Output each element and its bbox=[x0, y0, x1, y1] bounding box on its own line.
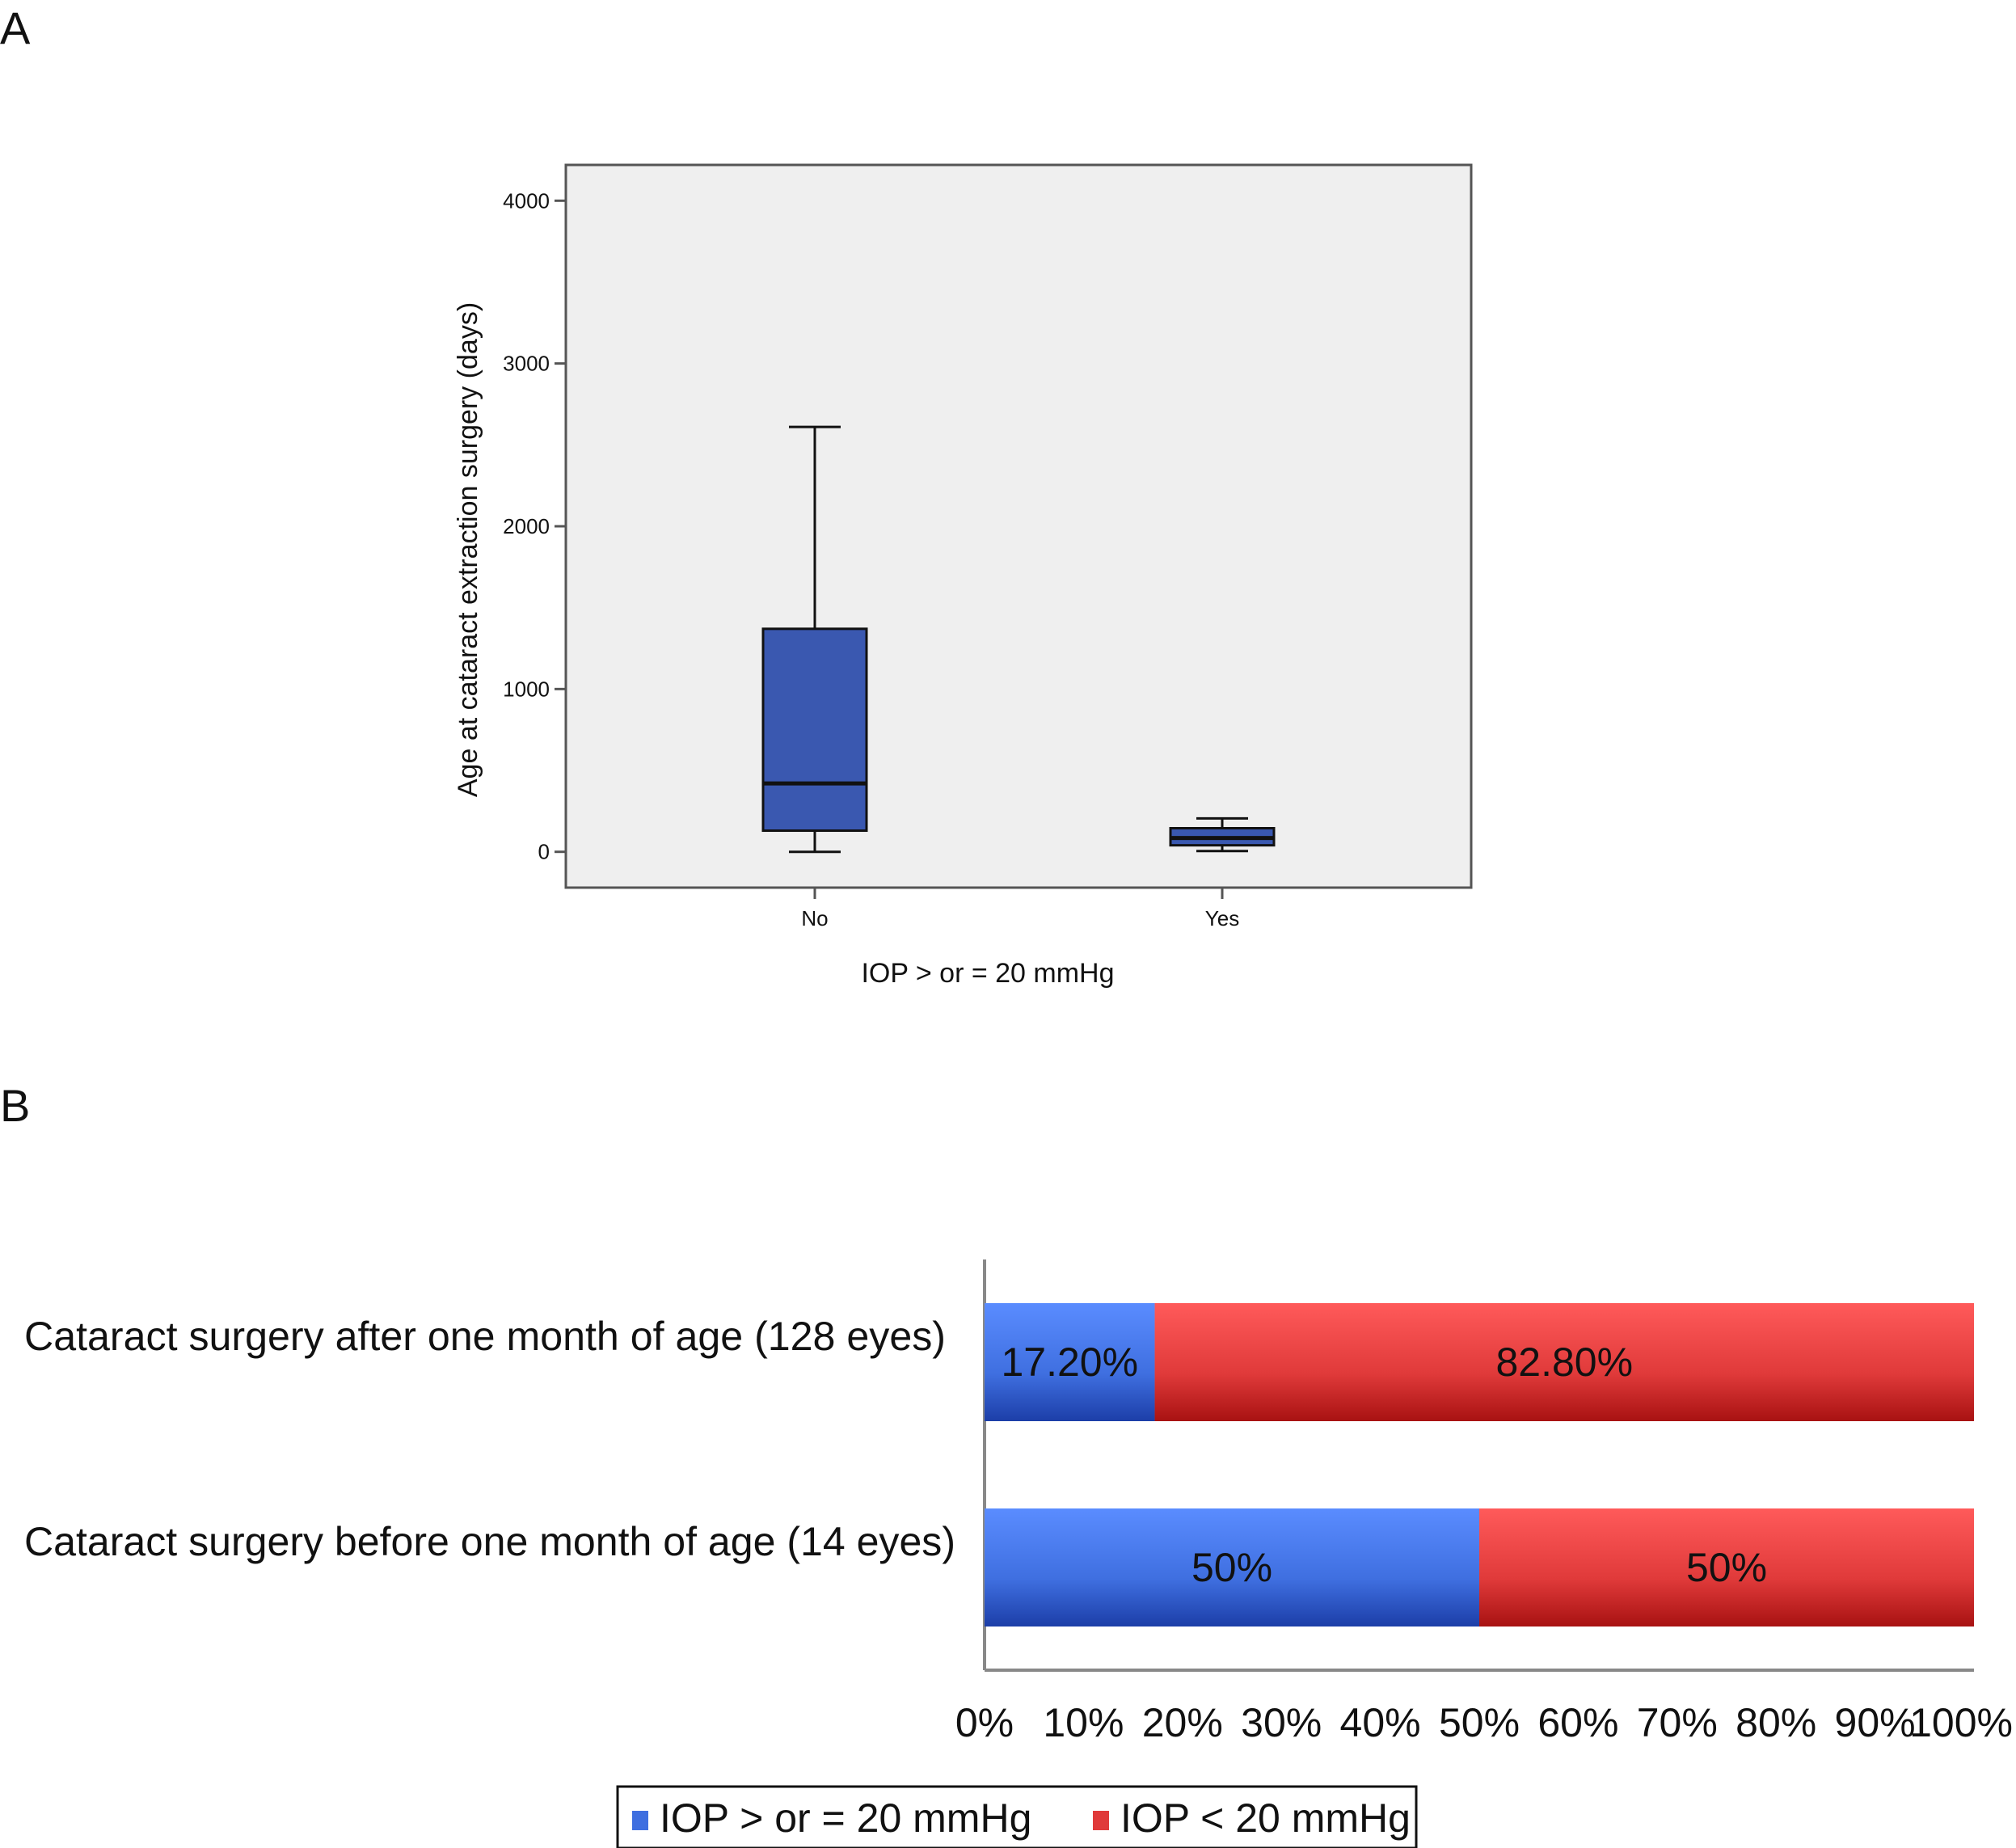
bar-segment bbox=[1479, 1508, 1974, 1626]
legend-box bbox=[616, 1785, 1418, 1848]
bar-segment bbox=[1154, 1303, 1974, 1421]
y-tick-label: 0 bbox=[538, 840, 550, 864]
category-label: Cataract surgery before one month of age… bbox=[24, 1519, 955, 1564]
data-label: 50% bbox=[1191, 1545, 1272, 1590]
x-tick-label: 30% bbox=[1241, 1700, 1322, 1745]
x-tick-label: 70% bbox=[1637, 1700, 1718, 1745]
x-axis-title: IOP > or = 20 mmHg bbox=[861, 958, 1114, 989]
x-tick-label: 80% bbox=[1736, 1700, 1816, 1745]
y-axis-title: Age at cataract extraction surgery (days… bbox=[453, 302, 483, 797]
x-tick-label: No bbox=[801, 906, 828, 930]
panel-a-label: A bbox=[0, 2, 31, 53]
y-tick-label: 3000 bbox=[503, 352, 550, 376]
legend-label: IOP > or = 20 mmHg bbox=[660, 1795, 1031, 1841]
y-tick-label: 1000 bbox=[503, 677, 550, 701]
x-tick-label: 10% bbox=[1043, 1700, 1124, 1745]
data-label: 50% bbox=[1686, 1545, 1767, 1590]
legend-swatch bbox=[632, 1811, 648, 1830]
data-label: 82.80% bbox=[1495, 1340, 1633, 1385]
y-tick-label: 4000 bbox=[503, 188, 550, 213]
x-tick-label: 50% bbox=[1439, 1700, 1520, 1745]
panel-b-label: B bbox=[0, 1080, 31, 1131]
x-tick-label: 0% bbox=[955, 1700, 1014, 1745]
data-label: 17.20% bbox=[1001, 1340, 1138, 1385]
category-label: Cataract surgery after one month of age … bbox=[24, 1314, 946, 1359]
bar-segment bbox=[985, 1303, 1155, 1421]
box-no bbox=[761, 627, 868, 833]
x-tick-label: 60% bbox=[1537, 1700, 1618, 1745]
box-plot-chart: 0 1000 2000 3000 4000 No Yes Age at cataract … bbox=[453, 163, 1473, 989]
x-tick-label: 100% bbox=[1909, 1700, 2013, 1745]
x-tick-label: 90% bbox=[1835, 1700, 1916, 1745]
bar-segment bbox=[985, 1508, 1479, 1626]
x-tick-label: Yes bbox=[1205, 906, 1239, 930]
legend-label: IOP < 20 mmHg bbox=[1120, 1795, 1411, 1841]
x-tick-label: 40% bbox=[1340, 1700, 1421, 1745]
x-tick-label: 20% bbox=[1142, 1700, 1223, 1745]
plot-area bbox=[564, 163, 1473, 889]
legend-swatch bbox=[1093, 1811, 1109, 1830]
y-tick-label: 2000 bbox=[503, 514, 550, 538]
